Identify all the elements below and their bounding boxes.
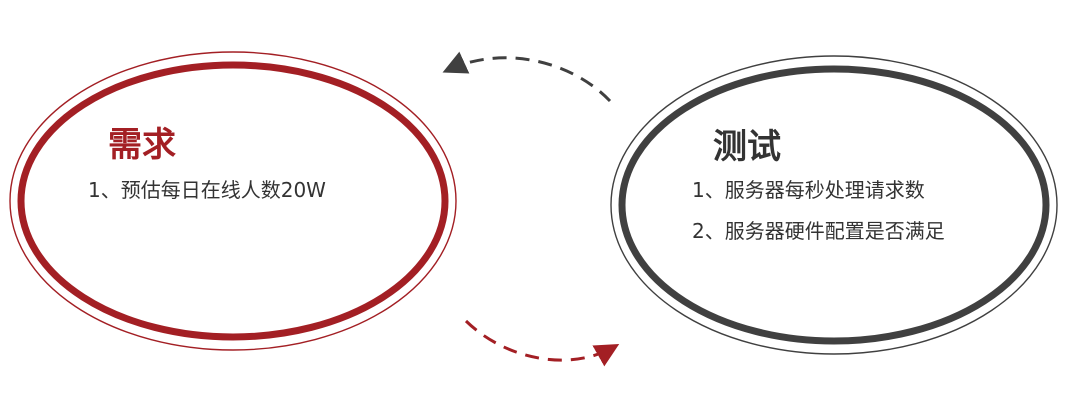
test-item: 1、服务器每秒处理请求数 [692,178,925,202]
requirement-outer-ring [9,51,457,351]
requirement-inner-ring [17,61,449,341]
arrow-test-to-requirement [442,51,612,103]
requirement-item: 1、预估每日在线人数20W [88,178,326,202]
test-item: 2、服务器硬件配置是否满足 [692,219,945,243]
requirement-node [9,51,457,351]
requirement-title: 需求 [108,125,176,165]
test-title: 测试 [713,127,781,167]
arrow-requirement-to-test [464,319,620,367]
test-inner-ring [618,65,1050,345]
test-node [610,55,1058,355]
test-outer-ring [610,55,1058,355]
